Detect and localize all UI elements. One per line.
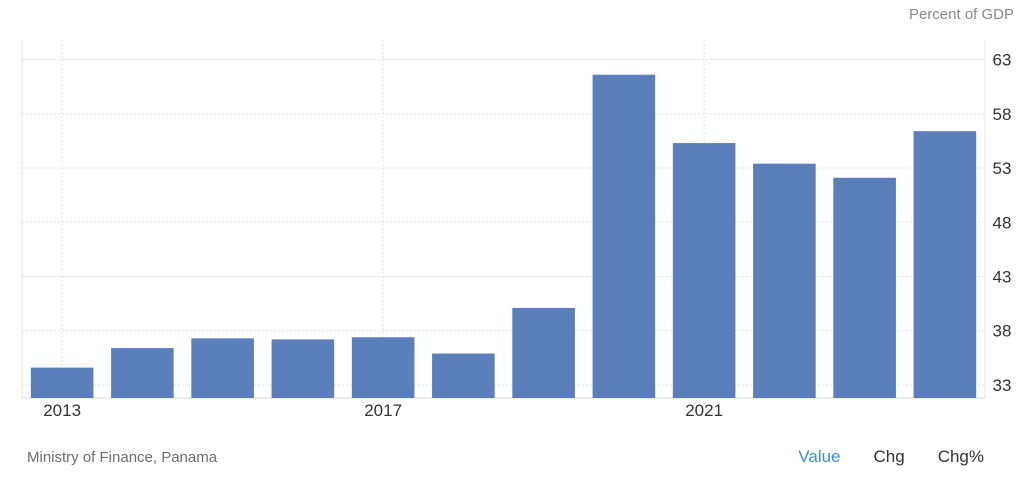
bar-2016[interactable] xyxy=(271,339,335,398)
chart-grid xyxy=(21,40,986,399)
tab-chg[interactable]: Chg xyxy=(873,447,905,466)
bar-2019[interactable] xyxy=(512,307,575,398)
y-tick-label: 63 xyxy=(993,51,1012,70)
bar-2021[interactable] xyxy=(672,143,736,398)
y-axis-ticks: 33 38 43 48 53 58 63 xyxy=(993,51,1012,395)
bar-2015[interactable] xyxy=(191,338,254,398)
bar-2024[interactable] xyxy=(913,131,977,399)
view-tabs: Value Chg Chg% xyxy=(798,447,984,467)
y-tick-label: 48 xyxy=(993,213,1012,232)
source-label: Ministry of Finance, Panama xyxy=(27,449,218,466)
bar-2017[interactable] xyxy=(351,337,415,398)
x-tick-label: 2013 xyxy=(43,401,81,420)
chart-bars xyxy=(30,74,977,399)
y-tick-label: 53 xyxy=(993,159,1012,178)
bar-2018[interactable] xyxy=(432,353,495,398)
bar-2014[interactable] xyxy=(111,348,174,398)
tab-value[interactable]: Value xyxy=(798,447,841,466)
x-tick-label: 2017 xyxy=(364,401,402,420)
bar-2020[interactable] xyxy=(592,74,656,398)
bar-2023[interactable] xyxy=(833,177,896,398)
y-tick-label: 43 xyxy=(993,267,1012,286)
bar-2013[interactable] xyxy=(30,367,94,398)
chart-canvas: 33 38 43 48 53 58 63 2013 2017 2021 xyxy=(21,40,1012,420)
tab-chg-percent[interactable]: Chg% xyxy=(937,447,984,466)
x-axis-ticks: 2013 2017 2021 xyxy=(43,401,723,420)
bar-2022[interactable] xyxy=(753,163,816,398)
unit-label: Percent of GDP xyxy=(908,6,1014,23)
y-tick-label: 38 xyxy=(993,322,1012,341)
y-tick-label: 58 xyxy=(993,105,1012,124)
x-tick-label: 2021 xyxy=(685,401,723,420)
y-tick-label: 33 xyxy=(993,376,1012,395)
